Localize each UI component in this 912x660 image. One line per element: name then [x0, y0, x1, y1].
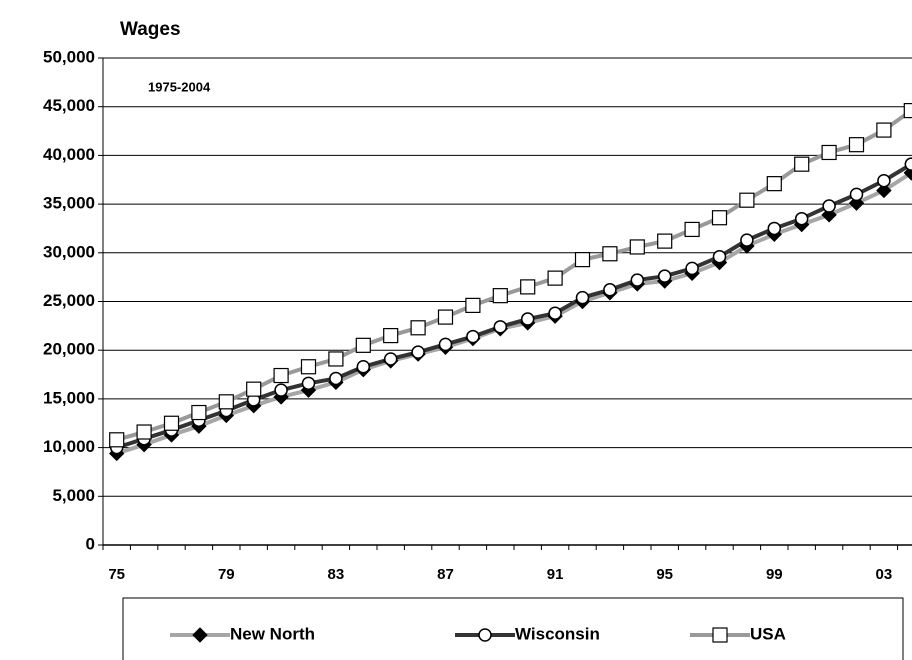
series-line	[116, 171, 912, 456]
x-tick-label: 03	[876, 566, 893, 583]
y-tick-label: 25,000	[43, 291, 95, 310]
legend-box	[122, 597, 904, 660]
legend-marker	[192, 627, 208, 643]
legend-label: Wisconsin	[515, 624, 600, 643]
x-tick-label: 95	[656, 566, 673, 583]
data-point	[548, 306, 562, 320]
data-point	[191, 404, 207, 421]
data-point	[437, 309, 454, 325]
data-point	[794, 211, 809, 226]
data-point	[466, 329, 480, 344]
data-point	[630, 273, 645, 287]
data-point	[355, 337, 371, 353]
data-point	[711, 210, 728, 226]
data-point	[109, 432, 125, 448]
data-point	[603, 283, 617, 297]
legend-marker	[712, 627, 728, 643]
data-point	[218, 394, 234, 410]
x-tick-label: 99	[766, 566, 783, 583]
legend-marker	[478, 628, 492, 642]
x-tick-label: 91	[547, 566, 564, 583]
data-point	[602, 246, 618, 262]
data-point	[821, 144, 837, 161]
x-tick-label: 83	[328, 566, 345, 583]
data-point	[876, 182, 892, 199]
data-point	[465, 297, 481, 313]
data-point	[356, 360, 371, 374]
data-point	[574, 252, 591, 268]
data-point	[904, 157, 912, 171]
series-line	[116, 108, 912, 442]
data-point	[273, 367, 289, 384]
x-tick-label: 87	[437, 566, 454, 583]
legend-label: New North	[230, 624, 315, 643]
data-point	[849, 187, 864, 202]
y-tick-label: 30,000	[43, 242, 95, 261]
data-point	[848, 137, 865, 153]
legend-label: USA	[750, 624, 786, 643]
data-point	[685, 261, 699, 276]
x-tick-label: 75	[108, 566, 125, 583]
data-point	[163, 415, 180, 431]
data-point	[575, 290, 590, 305]
data-point	[438, 337, 453, 352]
data-point	[684, 221, 700, 238]
data-point	[740, 233, 754, 247]
data-point	[274, 383, 288, 397]
y-tick-label: 0	[86, 534, 95, 553]
y-tick-label: 45,000	[43, 96, 95, 115]
y-tick-label: 40,000	[43, 145, 95, 164]
data-point	[903, 102, 912, 119]
data-point	[300, 359, 317, 375]
data-point	[410, 320, 426, 336]
data-point	[712, 249, 727, 264]
x-tick-label: 79	[218, 566, 235, 583]
y-tick-label: 5,000	[52, 486, 95, 505]
data-point	[766, 176, 782, 192]
data-point	[739, 192, 755, 208]
data-point	[877, 173, 891, 188]
data-point	[246, 381, 262, 397]
y-tick-label: 35,000	[43, 194, 95, 213]
data-point	[492, 288, 508, 304]
chart-title: Wages	[120, 19, 181, 40]
data-point	[383, 327, 399, 344]
data-point	[493, 320, 508, 334]
data-point	[657, 233, 673, 249]
data-point	[822, 199, 836, 213]
data-point	[301, 376, 316, 391]
data-point	[629, 239, 645, 255]
y-tick-label: 20,000	[43, 340, 95, 359]
data-point	[876, 122, 892, 138]
data-point	[767, 221, 782, 236]
y-tick-label: 10,000	[43, 437, 95, 456]
y-tick-label: 15,000	[43, 388, 95, 407]
data-point	[657, 269, 672, 283]
y-tick-label: 50,000	[43, 47, 95, 66]
data-point	[383, 352, 398, 366]
data-point	[794, 156, 810, 172]
data-point	[520, 312, 535, 326]
series-line	[116, 162, 912, 450]
data-point	[328, 351, 344, 367]
data-point	[411, 345, 425, 359]
data-point	[520, 279, 536, 295]
data-point	[329, 371, 343, 386]
chart-subtitle: 1975-2004	[148, 79, 211, 94]
data-point	[547, 270, 563, 286]
data-point	[136, 424, 152, 440]
